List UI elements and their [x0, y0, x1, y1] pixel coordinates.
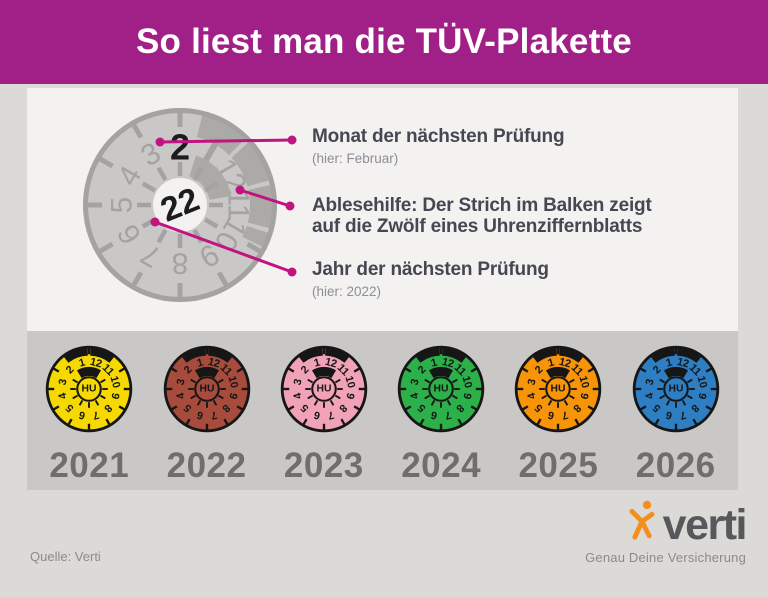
svg-text:3: 3 [57, 378, 70, 387]
svg-text:HU: HU [82, 384, 97, 395]
annotation-month-title: Monat der nächsten Prüfung [312, 126, 565, 147]
svg-text:7: 7 [678, 408, 687, 421]
hu-badge-2022: 12 11 10 9 8 7 6 5 4 3 2 1 HU 2022 [152, 342, 262, 486]
svg-text:1: 1 [78, 357, 87, 370]
svg-text:3: 3 [643, 378, 656, 387]
svg-text:6: 6 [312, 408, 321, 421]
annotation-month-subtitle: (hier: Februar) [312, 151, 399, 166]
annotation-year: Jahr der nächsten Prüfung (hier: 2022) [312, 259, 549, 299]
svg-text:9: 9 [578, 391, 591, 400]
svg-text:2: 2 [170, 127, 190, 168]
tuev-plakette-diagram: 12 11 10 9 8 7 6 5 4 3 2 22 [55, 78, 305, 341]
page-title: So liest man die TÜV-Plakette [136, 22, 632, 61]
verti-brand-text: verti [662, 500, 748, 549]
svg-text:4: 4 [526, 391, 539, 400]
year-label: 2026 [635, 446, 716, 485]
svg-text:1: 1 [547, 357, 556, 370]
verti-tagline: Genau Deine Versicherung [585, 550, 746, 565]
svg-text:7: 7 [209, 408, 218, 421]
svg-text:9: 9 [695, 391, 708, 400]
source-note: Quelle: Verti [30, 549, 101, 564]
year-badges-strip: 12 11 10 9 8 7 6 5 4 3 2 1 HU 2021 12 11 10 9 8 7 6 5 4 3 2 1 HU 20… [27, 331, 738, 490]
svg-text:1: 1 [664, 357, 673, 370]
year-label: 2023 [283, 446, 364, 485]
svg-text:10: 10 [108, 375, 123, 390]
svg-text:6: 6 [547, 408, 556, 421]
svg-text:12: 12 [323, 356, 338, 371]
svg-text:6: 6 [78, 408, 87, 421]
svg-text:6: 6 [664, 408, 673, 421]
badges-row: 12 11 10 9 8 7 6 5 4 3 2 1 HU 2021 12 11 10 9 8 7 6 5 4 3 2 1 HU 20… [27, 331, 738, 486]
annotation-month: Monat der nächsten Prüfung (hier: Februa… [312, 126, 565, 166]
svg-text:12: 12 [89, 356, 104, 371]
svg-text:HU: HU [668, 384, 683, 395]
svg-text:9: 9 [460, 391, 473, 400]
svg-text:7: 7 [326, 408, 335, 421]
svg-text:HU: HU [199, 384, 214, 395]
verti-figure-icon [624, 497, 660, 543]
svg-text:3: 3 [409, 378, 422, 387]
svg-text:10: 10 [694, 375, 709, 390]
annotation-readinghelp-line2: auf die Zwölf eines Uhrenziffernblatts [312, 216, 643, 237]
svg-text:12: 12 [441, 356, 456, 371]
svg-text:10: 10 [342, 375, 357, 390]
svg-text:7: 7 [92, 408, 101, 421]
svg-text:10: 10 [577, 375, 592, 390]
svg-text:4: 4 [57, 391, 70, 400]
svg-text:1: 1 [195, 357, 204, 370]
svg-text:4: 4 [291, 391, 304, 400]
annotation-year-subtitle: (hier: 2022) [312, 284, 382, 299]
hu-badge-2023: 12 11 10 9 8 7 6 5 4 3 2 1 HU 2023 [269, 342, 379, 486]
svg-text:3: 3 [526, 378, 539, 387]
svg-text:1: 1 [312, 357, 321, 370]
svg-text:4: 4 [174, 391, 187, 400]
year-label: 2021 [49, 446, 130, 485]
svg-text:9: 9 [343, 391, 356, 400]
svg-text:10: 10 [460, 375, 475, 390]
hu-badge-2021: 12 11 10 9 8 7 6 5 4 3 2 1 HU 2021 [34, 342, 144, 486]
year-label: 2024 [401, 446, 482, 485]
header-banner: So liest man die TÜV-Plakette [0, 0, 768, 84]
svg-text:6: 6 [195, 408, 204, 421]
svg-text:12: 12 [558, 356, 573, 371]
explanation-panel: 12 11 10 9 8 7 6 5 4 3 2 22 Monat der nächsten Prüf… [27, 88, 738, 331]
svg-text:12: 12 [206, 356, 221, 371]
year-label: 2022 [166, 446, 247, 485]
svg-text:4: 4 [409, 391, 422, 400]
annotation-readinghelp-line1: Ablesehilfe: Der Strich im Balken zeigt [312, 195, 652, 216]
svg-text:10: 10 [225, 375, 240, 390]
svg-text:HU: HU [316, 384, 331, 395]
hu-badge-2026: 12 11 10 9 8 7 6 5 4 3 2 1 HU 2026 [621, 342, 731, 486]
svg-text:9: 9 [109, 391, 122, 400]
year-label: 2025 [518, 446, 599, 485]
hu-badge-2024: 12 11 10 9 8 7 6 5 4 3 2 1 HU 2024 [386, 342, 496, 486]
svg-text:3: 3 [291, 378, 304, 387]
svg-text:4: 4 [643, 391, 656, 400]
svg-text:7: 7 [444, 408, 453, 421]
svg-text:HU: HU [551, 384, 566, 395]
svg-text:HU: HU [434, 384, 449, 395]
svg-text:8: 8 [172, 247, 189, 280]
svg-text:9: 9 [226, 391, 239, 400]
svg-text:12: 12 [675, 356, 690, 371]
annotation-readinghelp: Ablesehilfe: Der Strich im Balken zeigt … [312, 195, 652, 237]
svg-text:1: 1 [430, 357, 439, 370]
annotation-year-title: Jahr der nächsten Prüfung [312, 259, 549, 280]
verti-logo: verti Genau Deine Versicherung [585, 497, 748, 565]
svg-text:3: 3 [174, 378, 187, 387]
svg-text:7: 7 [561, 408, 570, 421]
hu-badge-2025: 12 11 10 9 8 7 6 5 4 3 2 1 HU 2025 [503, 342, 613, 486]
svg-text:6: 6 [430, 408, 439, 421]
svg-text:5: 5 [106, 197, 139, 214]
